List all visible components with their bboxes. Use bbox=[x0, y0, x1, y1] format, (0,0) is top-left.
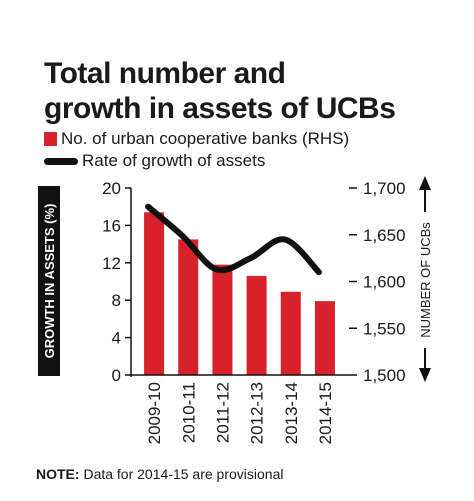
chart-title: Total number and growth in assets of UCB… bbox=[44, 56, 464, 126]
legend-bar-swatch bbox=[44, 132, 57, 146]
legend-line-label: Rate of growth of assets bbox=[82, 151, 266, 170]
x-tick-label: 2013-14 bbox=[282, 382, 301, 444]
left-tick-label: 0 bbox=[112, 366, 121, 385]
x-tick-label: 2012-13 bbox=[248, 382, 267, 444]
growth-point-2012-13 bbox=[249, 257, 252, 260]
growth-point-2010-11 bbox=[181, 234, 184, 237]
growth-point-2014-15 bbox=[317, 271, 320, 274]
y-axis-label: GROWTH IN ASSETS (%) bbox=[42, 204, 57, 359]
right-tick-label: 1,500 bbox=[363, 366, 406, 385]
left-tick-label: 20 bbox=[102, 179, 121, 198]
growth-point-2011-12 bbox=[215, 268, 218, 271]
chart-title-line-2: growth in assets of UCBs bbox=[44, 92, 396, 125]
legend-line-swatch bbox=[44, 157, 78, 165]
left-tick-label: 4 bbox=[112, 329, 121, 348]
right-axis-label-bg bbox=[415, 212, 435, 348]
legend-item-line: Rate of growth of assets bbox=[44, 151, 265, 171]
growth-point-2013-14 bbox=[283, 238, 286, 241]
legend-bar-label: No. of urban cooperative banks (RHS) bbox=[61, 129, 350, 148]
left-tick-label: 8 bbox=[112, 291, 121, 310]
right-arrow-head-down bbox=[419, 368, 431, 382]
growth-point-2009-10 bbox=[147, 205, 150, 208]
chart-title-line-1: Total number and bbox=[44, 57, 286, 90]
legend-item-bars: No. of urban cooperative banks (RHS) bbox=[44, 129, 349, 149]
note-label: NOTE: bbox=[36, 466, 80, 482]
x-tick-label: 2014-15 bbox=[316, 382, 335, 444]
right-arrow-head-up bbox=[419, 176, 431, 190]
right-tick-label: 1,650 bbox=[363, 226, 406, 245]
y-axis-label-right: NUMBER OF UCBs bbox=[418, 222, 433, 338]
right-tick-label: 1,600 bbox=[363, 273, 406, 292]
x-tick-label: 2010-11 bbox=[179, 382, 198, 443]
bar-2013-14 bbox=[280, 291, 301, 375]
bar-2011-12 bbox=[212, 264, 233, 375]
bar-2009-10 bbox=[144, 212, 165, 375]
left-axis-label-box bbox=[38, 186, 60, 376]
x-tick-label: 2011-12 bbox=[213, 382, 232, 443]
growth-line bbox=[145, 203, 322, 276]
bar-2012-13 bbox=[246, 275, 267, 375]
x-tick-label: 2009-10 bbox=[145, 382, 164, 444]
chart-note: NOTE: Data for 2014-15 are provisional bbox=[36, 466, 283, 482]
bar-2010-11 bbox=[178, 239, 199, 375]
left-tick-label: 12 bbox=[102, 254, 121, 273]
bar-2014-15 bbox=[314, 301, 335, 375]
right-tick-label: 1,700 bbox=[363, 179, 406, 198]
left-tick-label: 16 bbox=[102, 216, 121, 235]
note-text: Data for 2014-15 are provisional bbox=[83, 466, 284, 482]
right-tick-label: 1,550 bbox=[363, 319, 406, 338]
